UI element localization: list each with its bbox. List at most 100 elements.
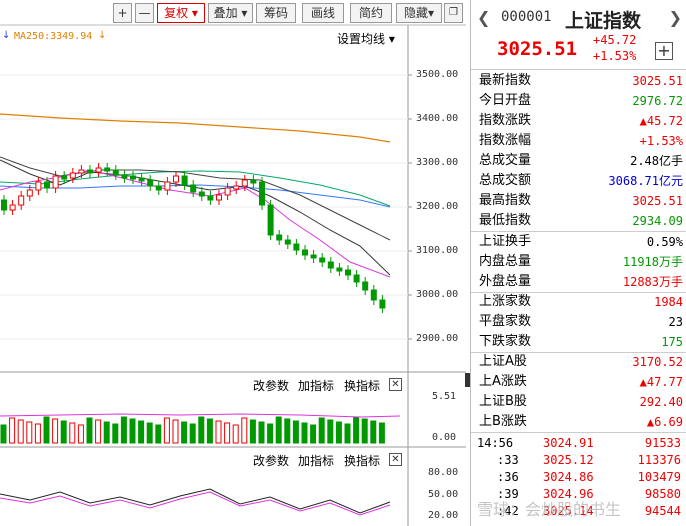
zoom-in-button[interactable]: + [113,3,132,23]
chips-button[interactable]: 筹码 [256,3,296,23]
candle-body [276,234,283,241]
candle-body [267,204,274,236]
osc-line [0,488,391,514]
candle-body [52,175,59,189]
draw-line-button[interactable]: 画线 [302,3,344,23]
vol-ma-line [0,413,401,418]
arrow-down-icon: ↓ [2,30,11,41]
candle-body [353,274,360,283]
ma250-label: MA250:3349.94 [14,31,93,42]
volume-bar [198,416,205,444]
tick-time: :33 [497,453,519,467]
candle-body [121,174,128,179]
candle-body [250,179,257,184]
osc-change-params-button[interactable]: 改参数 [253,454,290,468]
window-restore-icon[interactable]: ❐ [444,3,463,23]
fuquan-button[interactable]: 复权 ▾ [157,3,205,23]
divider [471,292,686,293]
volume-bar [344,423,351,444]
quote-value: 12883万手 [622,275,683,289]
quote-label: 最高指数 [479,193,532,208]
volume-bar [310,424,317,444]
hide-button[interactable]: 隐藏▾ [396,3,442,23]
quote-label: 总成交额 [479,173,532,188]
close-icon[interactable]: ✕ [389,453,402,466]
stock-code: 000001 [501,9,552,25]
quote-label: 最低指数 [479,213,532,228]
vol-change-params-button[interactable]: 改参数 [253,379,290,393]
candle-body [216,194,222,201]
volume-bar [9,417,16,444]
ma250-line [0,113,391,143]
dropdown-icon: ▾ [241,6,248,20]
volume-bar [241,417,248,444]
quote-row: 上涨家数 1984 [471,292,686,312]
close-icon[interactable]: ✕ [389,378,402,391]
candle-body [345,269,351,276]
osc-add-indicator-button[interactable]: 加指标 [298,454,335,468]
tick-volume: 113376 [637,453,681,467]
candle-body [138,177,145,182]
next-arrow-icon[interactable]: ❯ [668,8,682,27]
volume-bar [284,418,291,444]
stock-name: 上证指数 [565,10,642,32]
osc-y-tick: 20.00 [428,510,459,521]
price-change-pct: +1.53% [593,49,637,63]
price-change: +45.72 [593,33,637,47]
add-watchlist-button[interactable]: + [655,42,673,60]
quote-row: 上证A股 3170.52 [471,352,686,372]
vol-add-indicator-button[interactable]: 加指标 [298,379,335,393]
volume-bar [60,420,67,444]
quote-label: 上证B股 [479,394,527,409]
collapse-handle[interactable] [465,373,470,387]
vol-y-tick: 0.00 [432,432,457,443]
quote-label: 今日开盘 [479,93,532,108]
ma-line [0,184,391,208]
zoom-out-button[interactable]: — [135,3,154,23]
kline-chart-panel[interactable]: + — 复权 ▾ 叠加 ▾ 筹码 画线 简约 隐藏▾ ❐ ↓ MA250:334… [0,0,466,526]
candle-body [130,175,136,180]
candle-body [78,169,85,174]
dropdown-icon: ▾ [191,6,198,20]
volume-bar [163,417,170,444]
y-tick: 3200.00 [416,201,459,212]
ma-line [0,170,391,207]
quote-row: 最低指数 2934.09 [471,211,686,231]
overlay-button[interactable]: 叠加 ▾ [208,3,253,23]
quote-label: 指数涨跌 [479,113,532,128]
tick-row: :42 3025.14 94544 [471,503,686,520]
vol-swap-indicator-button[interactable]: 换指标 [344,379,381,393]
volume-bar [17,419,24,444]
candle-body [233,185,240,190]
tick-volume: 98580 [644,487,681,501]
quote-sidebar: ❮ 000001 上证指数 ❯ 3025.51 +45.72 +1.53% + … [470,0,686,526]
volume-bar [103,421,110,444]
divider [471,352,686,353]
candle-body [259,181,265,206]
osc-line [0,491,391,516]
prev-arrow-icon[interactable]: ❮ [477,8,491,27]
osc-swap-indicator-button[interactable]: 换指标 [344,454,381,468]
quote-row: 总成交额 3068.71亿元 [471,171,686,191]
volume-bar [370,420,377,444]
quote-row: 总成交量 2.48亿手 [471,151,686,171]
candle-body [155,185,162,191]
tick-row: :33 3025.12 113376 [471,452,686,469]
tick-time: :42 [497,504,519,518]
chart-canvas [0,24,466,526]
ma-settings-button[interactable]: 设置均线 ▾ [337,32,395,46]
tick-volume: 94544 [644,504,681,518]
tick-volume: 103479 [637,470,681,484]
quote-label: 上B涨跌 [479,414,527,429]
simple-mode-button[interactable]: 简约 [350,3,392,23]
quote-row: 下跌家数 175 [471,332,686,352]
quote-row: 今日开盘 2976.72 [471,91,686,111]
quote-value: ▲6.69 [646,415,683,429]
y-tick: 3500.00 [416,69,459,80]
candle-body [35,181,42,191]
quote-row: 上证B股 292.40 [471,392,686,412]
quote-value: +1.53% [639,134,683,148]
volume-bar [189,423,196,444]
tick-price: 3024.86 [543,470,594,484]
y-tick: 2900.00 [416,333,459,344]
